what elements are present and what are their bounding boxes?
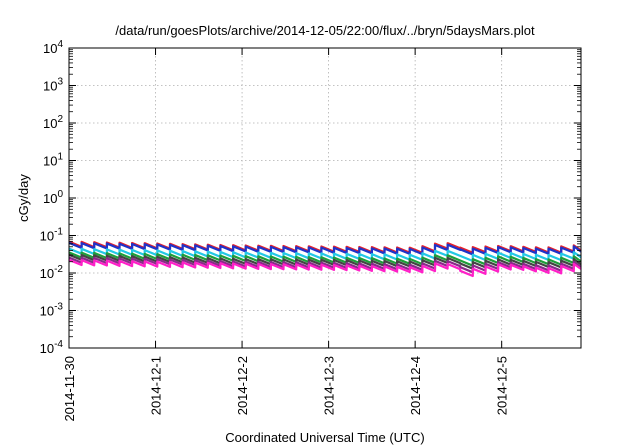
y-tick-label: 102 xyxy=(43,114,63,131)
series-line xyxy=(68,241,582,256)
y-tick-label: 101 xyxy=(43,152,63,169)
y-tick-label: 10-1 xyxy=(40,227,64,244)
axes: 10-4 10-3 10-2 10-1 100 101 102 103 104 2014-11-3… xyxy=(40,39,582,422)
y-tick-label: 104 xyxy=(43,39,63,56)
chart-title: /data/run/goesPlots/archive/2014-12-05/2… xyxy=(115,23,535,38)
x-tick-label: 2014-12-5 xyxy=(495,356,510,415)
y-axis-label: cGy/day xyxy=(16,174,31,222)
x-tick-label: 2014-11-30 xyxy=(62,356,77,422)
series-layer xyxy=(68,240,582,278)
plot-frame xyxy=(68,47,582,349)
series-line xyxy=(68,258,582,278)
y-tick-label: 103 xyxy=(43,77,63,94)
x-tick-label: 2014-12-1 xyxy=(149,356,164,415)
x-tick-label: 2014-12-3 xyxy=(322,356,337,415)
y-tick-label: 10-3 xyxy=(40,302,64,319)
y-tick-label: 10-4 xyxy=(40,339,64,356)
grid xyxy=(69,48,581,348)
x-tick-label: 2014-12-2 xyxy=(235,356,250,415)
x-tick-label: 2014-12-4 xyxy=(408,356,423,415)
x-axis-label: Coordinated Universal Time (UTC) xyxy=(225,430,424,445)
y-tick-label: 10-2 xyxy=(40,264,64,281)
y-tick-label: 100 xyxy=(43,189,63,206)
